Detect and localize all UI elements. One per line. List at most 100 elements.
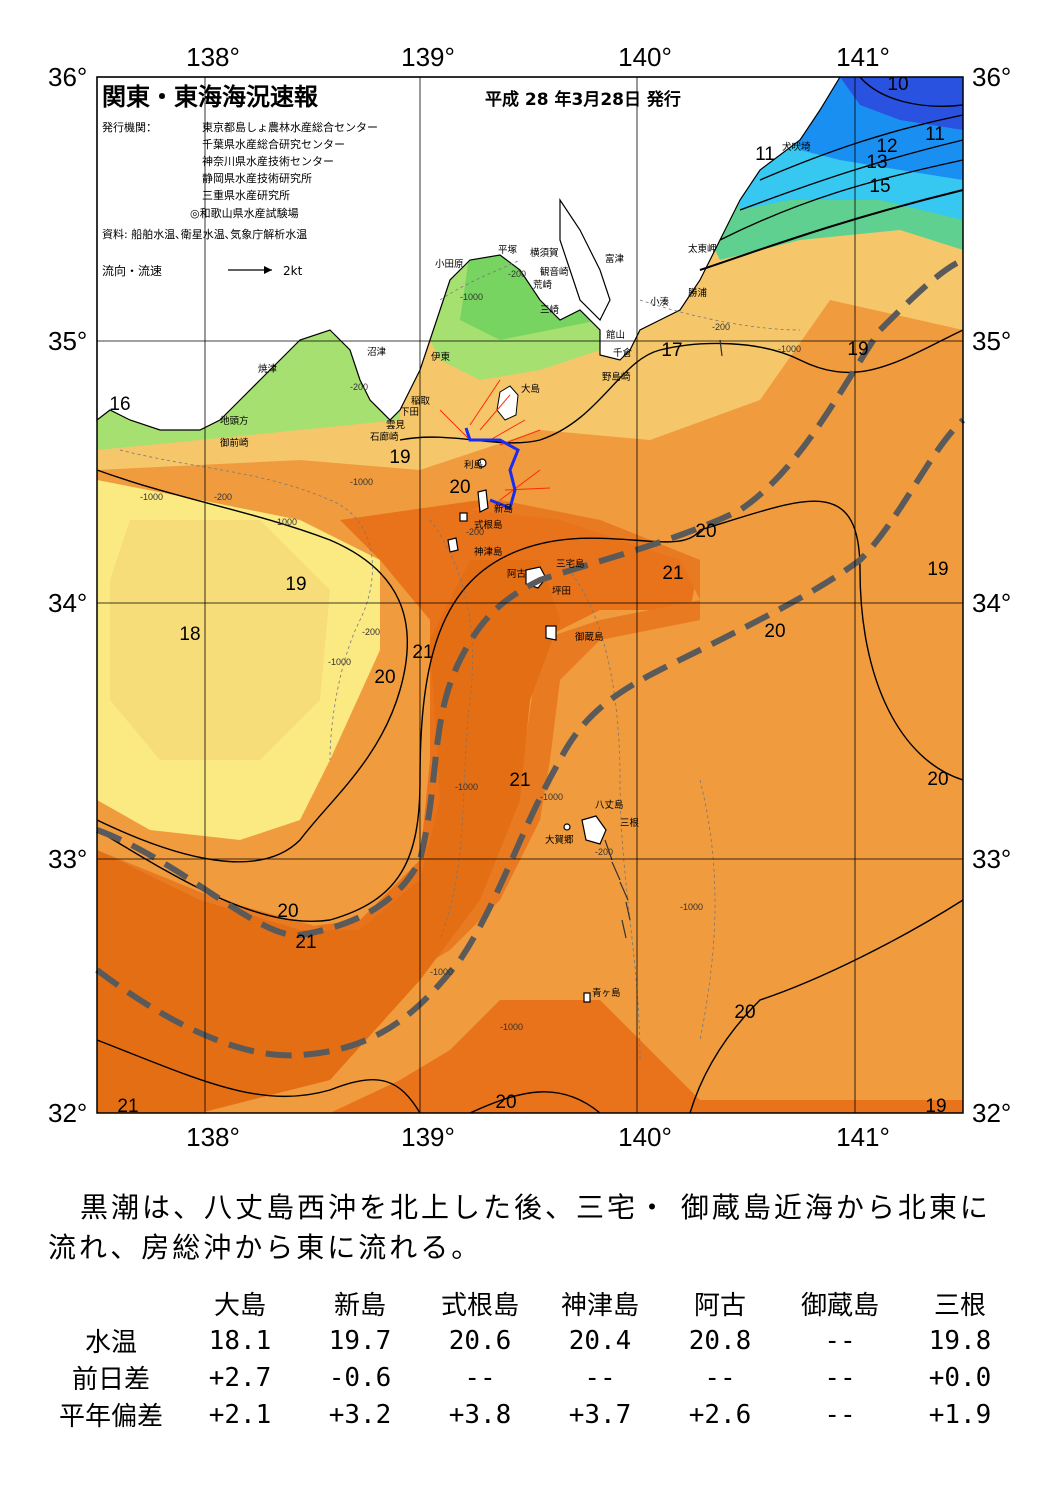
isotherm-label: 15 [869, 176, 890, 197]
depth-label: -1000 [140, 492, 163, 502]
data-source: 資料: 船舶水温､衛星水温､気象庁解析水温 [102, 227, 307, 241]
lat-label: 32° [972, 1098, 1011, 1128]
place-name: 荒崎 [533, 279, 553, 291]
place-name: 横須賀 [530, 247, 559, 259]
column-header: 阿古 [693, 1291, 746, 1321]
table-header-row: 大島 新島 式根島 神津島 阿古 御蔵島 三根 [42, 1285, 1020, 1322]
table-cell: -- [824, 1362, 856, 1393]
place-name: 観音崎 [540, 266, 569, 278]
table-cell: +2.7 [208, 1362, 272, 1393]
lon-label: 141° [836, 1122, 890, 1152]
place-name: 太東岬 [688, 243, 717, 255]
depth-label: -200 [508, 269, 526, 279]
table-cell: -0.6 [328, 1362, 392, 1393]
place-name: 三宅島 [556, 558, 585, 570]
legend-label: 流向・流速 [102, 263, 162, 278]
table-cell: +0.0 [928, 1362, 992, 1393]
depth-label: -1000 [455, 782, 478, 792]
depth-label: -1000 [430, 967, 453, 977]
isotherm-label: 21 [509, 770, 530, 791]
depth-label: -1000 [350, 477, 373, 487]
map-frame [96, 76, 964, 1114]
depth-label: -1000 [460, 292, 483, 302]
isotherm-label: 10 [887, 74, 908, 95]
sea-temperature-map: 138° 139° 140° 141° 138° 139° 140° 141° … [48, 42, 1011, 1152]
table-cell: +1.9 [928, 1399, 992, 1430]
depth-labels: -200 -1000 -200 -1000 -200 -1000 -1000 -… [140, 269, 801, 1032]
depth-label: -1000 [274, 517, 297, 527]
place-name: 野島崎 [602, 371, 631, 383]
isotherm-label: 21 [412, 642, 433, 663]
row-header: 前日差 [71, 1365, 150, 1395]
latitude-labels: 36° 35° 34° 33° 32° 36° 35° 34° 33° 32° [48, 62, 1011, 1128]
corner-cell [42, 1285, 180, 1322]
table-row: 水温 18.1 19.7 20.6 20.4 20.8 -- 19.8 [42, 1322, 1020, 1359]
lon-label: 138° [186, 42, 240, 72]
grid-lines [97, 77, 963, 1113]
place-names: 犬吠埼 太東岬 勝浦 小湊 富津 横須賀 観音崎 荒崎 三崎 館山 千倉 野島崎… [220, 141, 811, 999]
table-cell: 19.7 [328, 1325, 392, 1356]
depth-label: -200 [712, 322, 730, 332]
place-name: 平塚 [498, 245, 518, 256]
table-cell: +3.2 [328, 1399, 392, 1430]
isotherm-label: 21 [662, 563, 683, 584]
row-header: 水温 [84, 1328, 137, 1358]
place-name: 石廊崎 [370, 431, 399, 443]
lon-label: 139° [401, 1122, 455, 1152]
table-cell: 18.1 [208, 1325, 272, 1356]
table-cell: -- [824, 1399, 856, 1430]
depth-label: -1000 [778, 344, 801, 354]
isotherm-label: 19 [285, 574, 306, 595]
lon-label: 139° [401, 42, 455, 72]
column-header: 大島 [213, 1291, 266, 1321]
publisher-item: 神奈川県水産技術センター [202, 154, 334, 168]
lat-label: 33° [972, 844, 1011, 874]
place-name: 坪田 [552, 585, 571, 597]
lat-label: 32° [48, 1098, 87, 1128]
table-cell: +3.8 [448, 1399, 512, 1430]
summary-text: 黒潮は、八丈島西沖を北上した後、三宅・ 御蔵島近海から北東に流れ、房総沖から東に… [48, 1191, 991, 1264]
place-name: 稲取 [411, 395, 431, 407]
place-name: 大賀郷 [545, 834, 574, 846]
depth-label: -1000 [540, 792, 563, 802]
column-header: 新島 [333, 1291, 386, 1321]
depth-label: -200 [466, 527, 484, 537]
lat-label: 35° [972, 326, 1011, 356]
table-cell: -- [464, 1362, 496, 1393]
table-cell: 20.8 [688, 1325, 752, 1356]
isotherm-label: 11 [925, 124, 945, 145]
depth-label: -200 [362, 627, 380, 637]
lat-label: 36° [972, 62, 1011, 92]
row-header: 平年偏差 [58, 1402, 163, 1432]
isotherm-label: 12 [876, 136, 897, 157]
publisher-label: 発行機関： [102, 120, 157, 134]
place-name: 下田 [400, 407, 419, 418]
ship-track [464, 427, 520, 511]
isotherm-label: 21 [117, 1096, 138, 1117]
place-name: 利島 [464, 459, 483, 471]
lon-label: 138° [186, 1122, 240, 1152]
isotherm-label: 19 [389, 447, 410, 468]
depth-contours [119, 259, 801, 1061]
place-name: 大島 [521, 383, 540, 395]
table-cell: -- [584, 1362, 616, 1393]
lat-label: 34° [972, 588, 1011, 618]
map-title: 関東・東海海況速報 [102, 83, 319, 111]
current-arrows-hachijo [604, 339, 723, 939]
table-cell: -- [704, 1362, 736, 1393]
lat-label: 35° [48, 326, 87, 356]
legend-arrowhead [264, 266, 272, 274]
isotherm-label: 16 [109, 394, 130, 415]
place-name: 富津 [605, 253, 625, 265]
depth-label: -1000 [328, 657, 351, 667]
place-name: 犬吠埼 [782, 141, 811, 153]
table-row: 平年偏差 +2.1 +3.2 +3.8 +3.7 +2.6 -- +1.9 [42, 1396, 1020, 1433]
table-cell: 20.6 [448, 1325, 512, 1356]
place-name: 雲見 [386, 420, 406, 431]
table-cell: 19.8 [928, 1325, 992, 1356]
lat-label: 33° [48, 844, 87, 874]
isotherm-label: 20 [764, 621, 785, 642]
isotherm-label: 13 [866, 152, 887, 173]
place-name: 神津島 [474, 546, 503, 558]
lon-label: 140° [618, 1122, 672, 1152]
